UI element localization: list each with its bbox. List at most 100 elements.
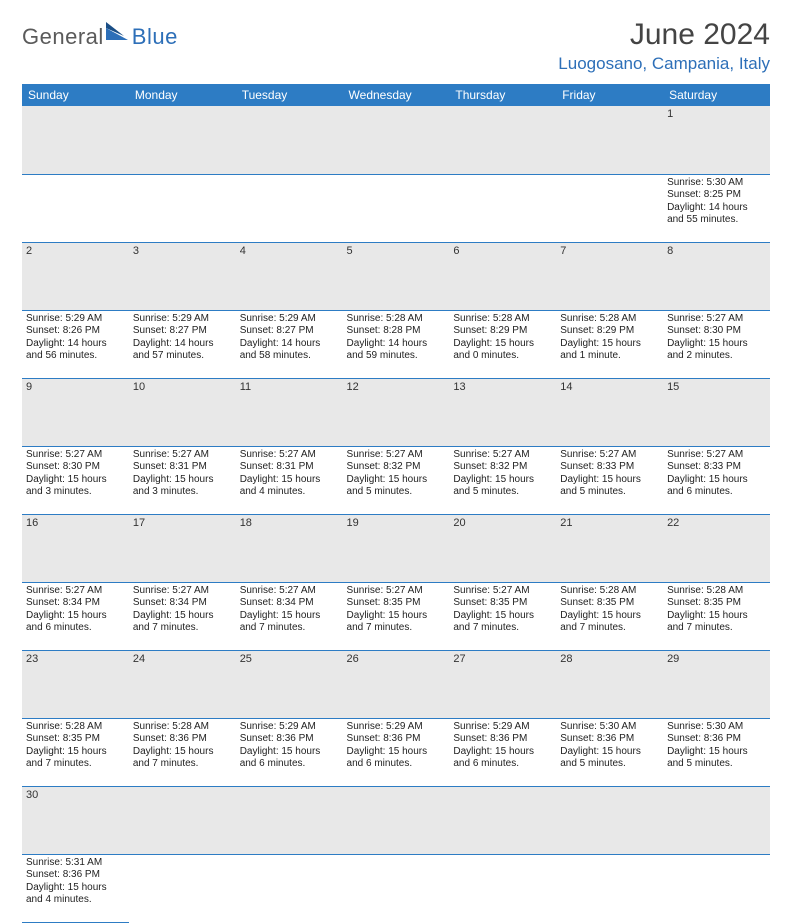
day-cell: Sunrise: 5:27 AMSunset: 8:31 PMDaylight:… (129, 446, 236, 514)
daylight-text: and 4 minutes. (240, 486, 339, 499)
daylight-text: Daylight: 14 hours (667, 202, 766, 215)
daylight-text: and 7 minutes. (133, 758, 232, 771)
sunrise-text: Sunrise: 5:27 AM (453, 585, 552, 598)
daylight-text: and 59 minutes. (347, 350, 446, 363)
sunset-text: Sunset: 8:33 PM (667, 461, 766, 474)
day-number-cell: 30 (22, 786, 129, 854)
daylight-text: and 3 minutes. (26, 486, 125, 499)
day-number-cell (129, 786, 236, 854)
daylight-text: and 5 minutes. (453, 486, 552, 499)
sunset-text: Sunset: 8:29 PM (560, 325, 659, 338)
day-number-cell: 21 (556, 514, 663, 582)
sunrise-text: Sunrise: 5:27 AM (133, 449, 232, 462)
sunset-text: Sunset: 8:34 PM (240, 597, 339, 610)
sunset-text: Sunset: 8:31 PM (133, 461, 232, 474)
sunset-text: Sunset: 8:36 PM (347, 733, 446, 746)
weekday-header: Monday (129, 84, 236, 106)
day-number-cell (449, 106, 556, 174)
sunset-text: Sunset: 8:35 PM (26, 733, 125, 746)
day-cell: Sunrise: 5:29 AMSunset: 8:36 PMDaylight:… (236, 718, 343, 786)
daylight-text: Daylight: 15 hours (667, 338, 766, 351)
daylight-text: and 7 minutes. (453, 622, 552, 635)
sunset-text: Sunset: 8:29 PM (453, 325, 552, 338)
day-number-cell: 14 (556, 378, 663, 446)
day-number-cell: 26 (343, 650, 450, 718)
sunrise-text: Sunrise: 5:29 AM (347, 721, 446, 734)
day-content-row: Sunrise: 5:28 AMSunset: 8:35 PMDaylight:… (22, 718, 770, 786)
day-cell: Sunrise: 5:29 AMSunset: 8:27 PMDaylight:… (129, 310, 236, 378)
sunrise-text: Sunrise: 5:30 AM (560, 721, 659, 734)
day-number-cell: 23 (22, 650, 129, 718)
daylight-text: and 4 minutes. (26, 894, 125, 907)
day-cell: Sunrise: 5:28 AMSunset: 8:29 PMDaylight:… (449, 310, 556, 378)
calendar-table: SundayMondayTuesdayWednesdayThursdayFrid… (22, 84, 770, 923)
day-number-cell: 15 (663, 378, 770, 446)
daylight-text: Daylight: 15 hours (453, 610, 552, 623)
day-cell: Sunrise: 5:28 AMSunset: 8:28 PMDaylight:… (343, 310, 450, 378)
day-number-row: 9101112131415 (22, 378, 770, 446)
sunrise-text: Sunrise: 5:27 AM (26, 449, 125, 462)
daylight-text: and 7 minutes. (347, 622, 446, 635)
day-cell (556, 174, 663, 242)
daylight-text: and 7 minutes. (133, 622, 232, 635)
day-number-cell: 8 (663, 242, 770, 310)
day-cell (129, 174, 236, 242)
day-number-cell: 3 (129, 242, 236, 310)
day-cell: Sunrise: 5:30 AMSunset: 8:36 PMDaylight:… (556, 718, 663, 786)
day-content-row: Sunrise: 5:30 AMSunset: 8:25 PMDaylight:… (22, 174, 770, 242)
day-number-cell: 9 (22, 378, 129, 446)
sunrise-text: Sunrise: 5:27 AM (560, 449, 659, 462)
daylight-text: Daylight: 15 hours (240, 610, 339, 623)
day-number-cell: 4 (236, 242, 343, 310)
sunset-text: Sunset: 8:30 PM (667, 325, 766, 338)
day-number-row: 2345678 (22, 242, 770, 310)
day-cell: Sunrise: 5:29 AMSunset: 8:36 PMDaylight:… (343, 718, 450, 786)
day-number-cell: 27 (449, 650, 556, 718)
daylight-text: Daylight: 15 hours (347, 746, 446, 759)
daylight-text: and 5 minutes. (560, 486, 659, 499)
day-cell: Sunrise: 5:27 AMSunset: 8:34 PMDaylight:… (236, 582, 343, 650)
day-number-cell (236, 786, 343, 854)
sunset-text: Sunset: 8:27 PM (240, 325, 339, 338)
header: General Blue June 2024 Luogosano, Campan… (22, 18, 770, 74)
daylight-text: Daylight: 15 hours (347, 474, 446, 487)
day-number-cell (343, 786, 450, 854)
daylight-text: Daylight: 15 hours (560, 610, 659, 623)
day-cell: Sunrise: 5:27 AMSunset: 8:30 PMDaylight:… (663, 310, 770, 378)
day-cell: Sunrise: 5:31 AMSunset: 8:36 PMDaylight:… (22, 854, 129, 922)
day-cell (343, 854, 450, 922)
sunrise-text: Sunrise: 5:27 AM (347, 585, 446, 598)
day-cell: Sunrise: 5:27 AMSunset: 8:31 PMDaylight:… (236, 446, 343, 514)
daylight-text: and 6 minutes. (347, 758, 446, 771)
day-content-row: Sunrise: 5:27 AMSunset: 8:34 PMDaylight:… (22, 582, 770, 650)
sunrise-text: Sunrise: 5:27 AM (667, 313, 766, 326)
sunrise-text: Sunrise: 5:28 AM (453, 313, 552, 326)
sunrise-text: Sunrise: 5:28 AM (560, 313, 659, 326)
sunset-text: Sunset: 8:35 PM (667, 597, 766, 610)
day-number-cell (449, 786, 556, 854)
day-number-cell (343, 106, 450, 174)
day-cell: Sunrise: 5:29 AMSunset: 8:36 PMDaylight:… (449, 718, 556, 786)
sunset-text: Sunset: 8:25 PM (667, 189, 766, 202)
month-title: June 2024 (558, 18, 770, 52)
day-cell: Sunrise: 5:29 AMSunset: 8:26 PMDaylight:… (22, 310, 129, 378)
sunrise-text: Sunrise: 5:31 AM (26, 857, 125, 870)
sunrise-text: Sunrise: 5:29 AM (240, 721, 339, 734)
day-cell (449, 854, 556, 922)
day-cell (236, 174, 343, 242)
day-cell: Sunrise: 5:29 AMSunset: 8:27 PMDaylight:… (236, 310, 343, 378)
day-cell: Sunrise: 5:27 AMSunset: 8:32 PMDaylight:… (449, 446, 556, 514)
daylight-text: Daylight: 15 hours (133, 746, 232, 759)
sunrise-text: Sunrise: 5:29 AM (453, 721, 552, 734)
daylight-text: and 5 minutes. (560, 758, 659, 771)
daylight-text: Daylight: 15 hours (560, 338, 659, 351)
weekday-header: Wednesday (343, 84, 450, 106)
weekday-header-row: SundayMondayTuesdayWednesdayThursdayFrid… (22, 84, 770, 106)
daylight-text: and 7 minutes. (560, 622, 659, 635)
daylight-text: and 3 minutes. (133, 486, 232, 499)
weekday-header: Sunday (22, 84, 129, 106)
day-cell (129, 854, 236, 922)
daylight-text: Daylight: 15 hours (26, 474, 125, 487)
day-content-row: Sunrise: 5:27 AMSunset: 8:30 PMDaylight:… (22, 446, 770, 514)
daylight-text: and 56 minutes. (26, 350, 125, 363)
